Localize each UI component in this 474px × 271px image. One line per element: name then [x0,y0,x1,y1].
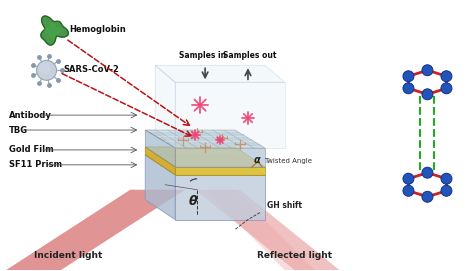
Circle shape [422,89,433,100]
Text: θ: θ [188,195,197,208]
Polygon shape [175,167,265,175]
Polygon shape [145,155,265,175]
Polygon shape [41,16,68,45]
Text: GH shift: GH shift [267,201,302,210]
Polygon shape [145,147,175,175]
Polygon shape [175,175,265,220]
Text: Incident light: Incident light [34,251,103,260]
Polygon shape [195,190,340,270]
Polygon shape [45,22,61,38]
Polygon shape [145,130,265,148]
Text: α: α [254,155,261,165]
Text: Samples in: Samples in [179,51,226,60]
Circle shape [403,173,414,184]
Text: TBG: TBG [9,125,28,134]
Circle shape [38,62,51,74]
Text: SF11 Prism: SF11 Prism [9,160,62,169]
Polygon shape [155,65,285,82]
Circle shape [403,185,414,196]
Polygon shape [145,130,175,167]
Text: Twisted Angle: Twisted Angle [264,158,312,164]
Circle shape [441,71,452,82]
Circle shape [441,83,452,94]
Circle shape [422,167,433,178]
Polygon shape [6,190,185,270]
Polygon shape [205,190,315,270]
Polygon shape [175,148,265,167]
Circle shape [403,71,414,82]
Circle shape [36,60,56,80]
Circle shape [422,65,433,76]
Text: Hemoglobin: Hemoglobin [70,25,126,34]
Text: Reflected light: Reflected light [257,251,332,260]
Polygon shape [145,155,175,220]
Circle shape [441,173,452,184]
Text: Samples out: Samples out [223,51,277,60]
Polygon shape [175,82,285,148]
Text: Gold Film: Gold Film [9,146,54,154]
Text: Antibody: Antibody [9,111,52,120]
Circle shape [422,191,433,202]
Circle shape [441,185,452,196]
Circle shape [403,83,414,94]
Polygon shape [145,147,265,167]
Text: SARS-CoV-2: SARS-CoV-2 [64,65,119,74]
Polygon shape [155,65,175,148]
